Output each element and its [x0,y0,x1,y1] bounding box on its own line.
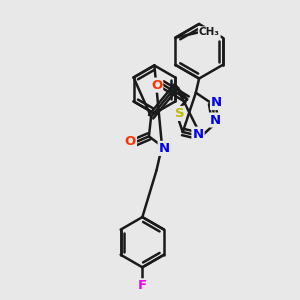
Text: S: S [175,107,184,120]
Text: CH₃: CH₃ [199,27,220,37]
Text: N: N [211,96,222,109]
Text: O: O [125,135,136,148]
Text: O: O [151,79,162,92]
Text: F: F [138,279,147,292]
Text: N: N [210,113,221,127]
Text: N: N [192,128,204,141]
Text: N: N [159,142,170,155]
